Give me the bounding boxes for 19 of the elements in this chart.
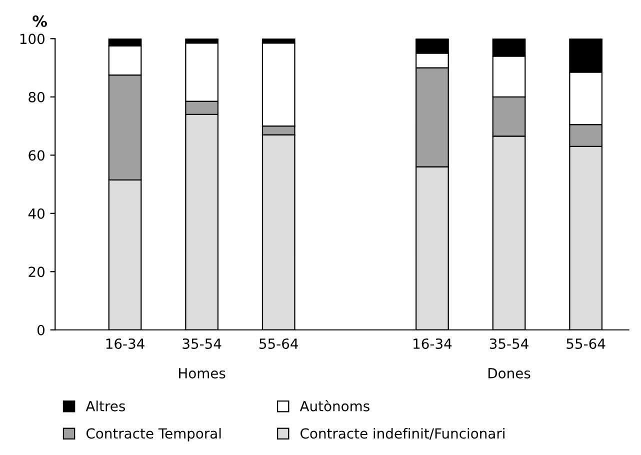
legend-label: Altres (86, 400, 125, 412)
x-tick-label: 55-64 (260, 338, 298, 349)
y-tick-label: 0 (37, 324, 44, 336)
x-tick-label: 16-34 (106, 338, 144, 349)
legend-label: Contracte indefinit/Funcionari (300, 428, 504, 440)
y-tick-label: 20 (28, 266, 44, 278)
y-tick-label: 100 (20, 34, 44, 44)
y-axis-title: % (32, 15, 47, 27)
text: Homes (179, 368, 226, 378)
legend-label: Contracte Temporal (86, 428, 221, 442)
y-tick-label: 80 (28, 92, 44, 102)
y-tick-label: 40 (28, 208, 44, 219)
y-tick-label: 60 (28, 150, 44, 161)
x-tick-label: 16-34 (414, 338, 452, 349)
legend-label: Autònoms (300, 400, 370, 412)
x-tick-label: 35-54 (490, 338, 528, 349)
text: Dones (488, 368, 530, 378)
x-tick-label: 55-64 (566, 338, 606, 349)
x-tick-label: 35-54 (182, 338, 222, 349)
